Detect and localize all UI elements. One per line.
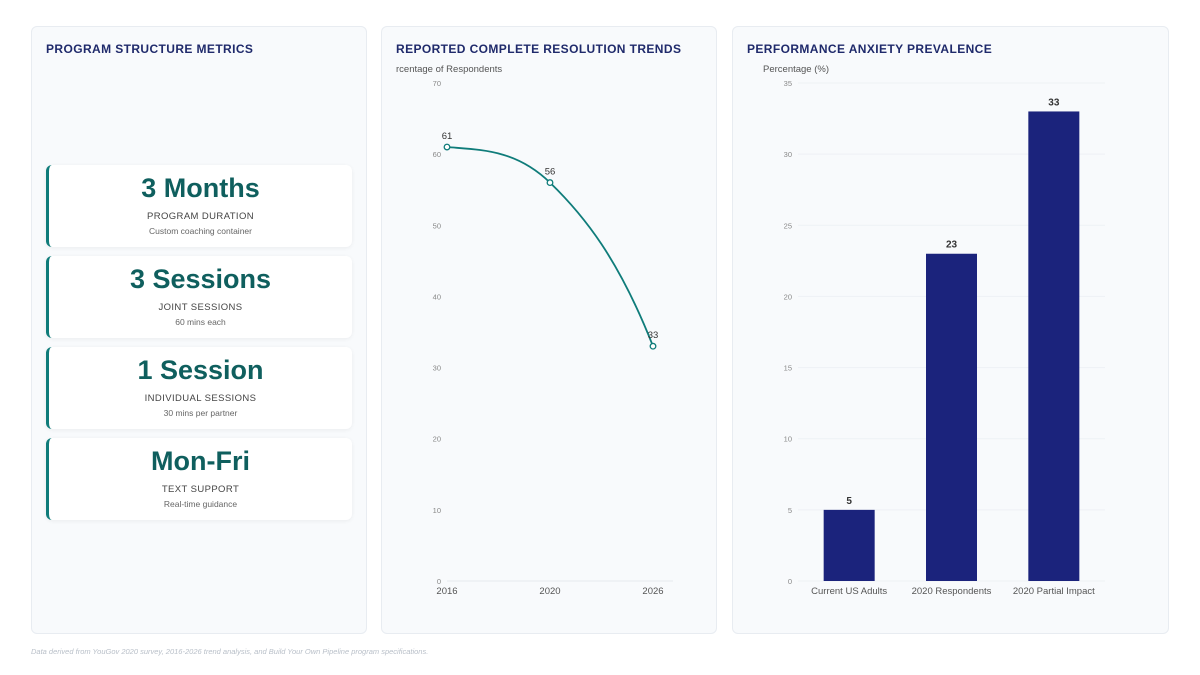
metric-label: INDIVIDUAL SESSIONS (144, 393, 257, 404)
y-tick-label: 30 (433, 364, 441, 373)
data-label: 23 (946, 240, 958, 251)
metric-value: 3 Months (141, 173, 260, 203)
data-point (649, 342, 657, 350)
metric-label: TEXT SUPPORT (161, 484, 240, 495)
y-tick-label: 15 (784, 364, 792, 373)
metric-value: Mon-Fri (151, 446, 250, 476)
y-tick-label: 10 (433, 506, 441, 515)
metric-card-individual-sessions: 1 Session INDIVIDUAL SESSIONS 30 mins pe… (46, 347, 352, 429)
chart-title: PERFORMANCE ANXIETY PREVALENCE (747, 42, 993, 56)
data-label: 56 (545, 167, 556, 178)
metric-value: 3 Sessions (129, 264, 272, 294)
metric-card-duration: 3 Months PROGRAM DURATION Custom coachin… (46, 165, 352, 247)
x-tick-label: 2016 (436, 586, 457, 597)
resolution-trends-panel: REPORTED COMPLETE RESOLUTION TRENDS rcen… (381, 26, 717, 634)
x-tick-label: Current US Adults (811, 586, 887, 597)
bar (1028, 111, 1080, 581)
anxiety-prevalence-panel: PERFORMANCE ANXIETY PREVALENCE Percentag… (732, 26, 1169, 634)
metric-card-text-support: Mon-Fri TEXT SUPPORT Real-time guidance (46, 438, 352, 520)
y-tick-label: 20 (433, 435, 441, 444)
y-tick-label: 30 (784, 150, 792, 159)
x-tick-label: 2026 (642, 586, 663, 597)
x-tick-label: 2020 Respondents (912, 586, 992, 597)
data-label: 61 (442, 131, 453, 142)
metric-value: 1 Session (137, 355, 264, 385)
y-tick-label: 25 (784, 221, 792, 230)
y-tick-label: 35 (784, 79, 792, 88)
y-tick-label: 70 (433, 79, 441, 88)
metric-sub: 60 mins each (175, 317, 226, 327)
y-tick-label: 10 (784, 435, 792, 444)
metric-sub: Custom coaching container (148, 226, 252, 236)
y-tick-label: 0 (788, 577, 792, 586)
bar (926, 253, 977, 581)
bar (823, 509, 875, 581)
y-tick-label: 5 (788, 506, 792, 515)
metric-card-joint-sessions: 3 Sessions JOINT SESSIONS 60 mins each (46, 256, 352, 338)
data-label: 33 (1048, 97, 1060, 108)
metric-sub: 30 mins per partner (163, 408, 238, 418)
metric-label: PROGRAM DURATION (146, 211, 255, 222)
program-metrics-panel: PROGRAM STRUCTURE METRICS 3 Months PROGR… (31, 26, 367, 634)
bar-chart: Percentage (%) 0 5 10 15 20 25 30 35 5 Current US … (763, 64, 1105, 597)
x-tick-label: 2020 (539, 586, 560, 597)
x-tick-label: 2020 Partial Impact (1013, 586, 1095, 597)
chart-title: REPORTED COMPLETE RESOLUTION TRENDS (396, 42, 682, 56)
footnote: Data derived from YouGov 2020 survey, 20… (31, 647, 429, 656)
line-chart: rcentage of Respondents 0 10 20 30 40 50 60 70 20… (396, 64, 673, 597)
y-tick-label: 60 (433, 150, 441, 159)
y-axis-label: rcentage of Respondents (396, 64, 502, 75)
metric-label: JOINT SESSIONS (158, 302, 243, 313)
data-label: 5 (846, 496, 852, 507)
y-tick-label: 20 (784, 292, 792, 301)
y-tick-label: 50 (433, 221, 441, 230)
panel-title: PROGRAM STRUCTURE METRICS (46, 42, 254, 56)
data-point (443, 143, 451, 151)
series-line (446, 146, 654, 347)
y-tick-label: 0 (437, 577, 441, 586)
y-axis-label: Percentage (%) (763, 64, 829, 75)
y-tick-label: 40 (433, 292, 441, 301)
data-point (546, 179, 554, 187)
data-label: 33 (648, 330, 659, 341)
metric-sub: Real-time guidance (163, 499, 238, 509)
